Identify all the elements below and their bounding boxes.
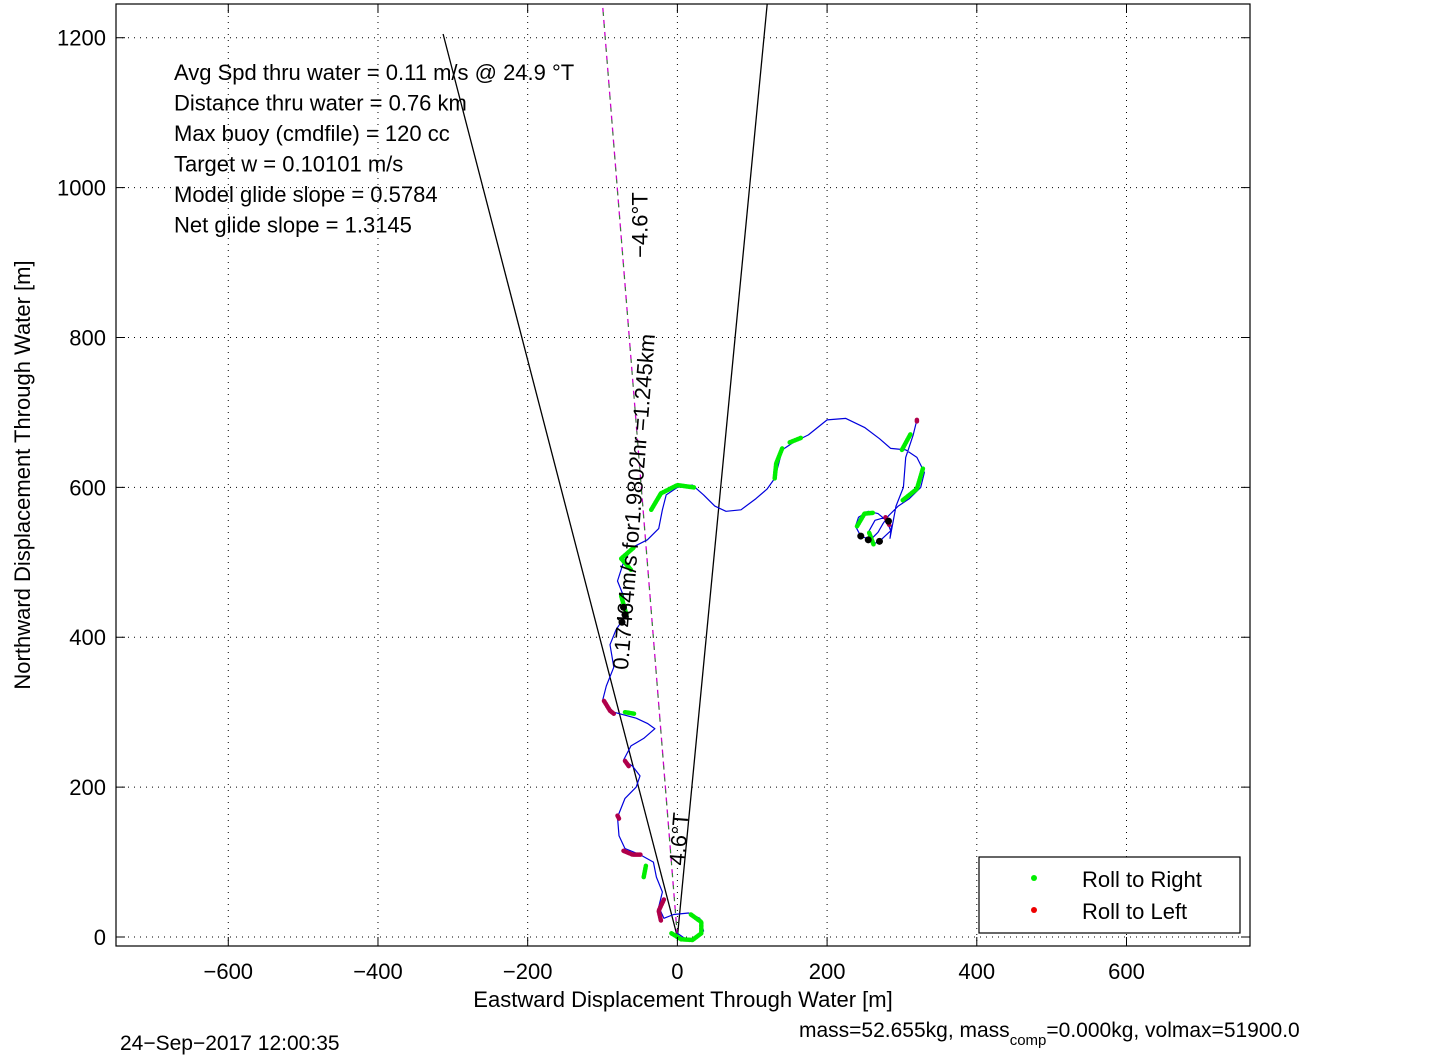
track-line	[601, 417, 926, 940]
target-heading-overlay	[602, 4, 678, 938]
x-tick-label: −600	[203, 959, 253, 984]
black-marker	[618, 618, 626, 626]
x-tick-label: −400	[353, 959, 403, 984]
y-tick-label: 0	[94, 925, 106, 950]
footer-mass-post: =0.000kg, volmax=51900.0	[1046, 1019, 1299, 1042]
y-tick-label: 1000	[57, 176, 106, 201]
roll-right-marks	[622, 709, 637, 716]
roll-right-marks	[641, 863, 649, 880]
roll-right-marks	[854, 510, 876, 529]
heading-cone-left	[442, 33, 679, 938]
roll-left-marks	[601, 698, 617, 716]
footer-mass: mass=52.655kg, masscomp=0.000kg, volmax=…	[799, 1019, 1300, 1049]
glider-track	[601, 417, 926, 940]
x-tick-label: 600	[1108, 959, 1145, 984]
black-marker	[857, 532, 865, 540]
grid-lines	[116, 4, 1250, 946]
reference-lines	[442, 4, 768, 938]
footer-mass-pre: mass=52.655kg, mass	[799, 1019, 1010, 1042]
annotation-line: Avg Spd thru water = 0.11 m/s @ 24.9 °T	[174, 60, 574, 85]
annotation-line: Model glide slope = 0.5784	[174, 182, 438, 207]
roll-right-marks	[669, 912, 704, 943]
annotations: Avg Spd thru water = 0.11 m/s @ 24.9 °T D…	[174, 60, 574, 238]
x-tick-label: 400	[958, 959, 995, 984]
rotated-labels: −4.6°T0.17464m/s for1.9802hr =1.245km4.6…	[608, 192, 693, 866]
black-marker	[875, 537, 883, 545]
y-axis-label: Northward Displacement Through Water [m]	[10, 260, 35, 689]
ticks: −600 −400 −200 0 200 400 600 0 200 400 600 800 1000 1…	[57, 4, 1250, 984]
y-tick-label: 200	[69, 775, 106, 800]
roll-left-marks	[656, 897, 667, 923]
roll-markers	[601, 417, 926, 943]
roll-right-marks	[899, 466, 926, 504]
roll-right-marks	[787, 435, 804, 445]
rotated-label: −4.6°T	[627, 192, 652, 258]
legend-label-roll-left: Roll to Left	[1082, 899, 1187, 924]
x-tick-label: 200	[809, 959, 846, 984]
heading-cone-right	[676, 4, 768, 938]
roll-left-marks	[622, 758, 631, 769]
roll-right-marks	[618, 545, 637, 573]
y-tick-label: 400	[69, 625, 106, 650]
footer-mass-sub: comp	[1010, 1032, 1047, 1049]
black-marker	[884, 517, 892, 525]
annotation-line: Distance thru water = 0.76 km	[174, 91, 467, 116]
legend-box	[978, 856, 1241, 934]
y-tick-label: 1200	[57, 26, 106, 51]
legend-marker-roll-right	[1031, 875, 1037, 881]
axes-box	[115, 3, 1251, 947]
black-marker	[619, 603, 627, 611]
plot-area	[442, 4, 926, 943]
y-tick-label: 800	[69, 325, 106, 350]
legend-marker-roll-left	[1031, 907, 1037, 913]
roll-right-marks	[648, 482, 697, 513]
x-tick-label: 0	[671, 959, 683, 984]
black-marker	[864, 536, 872, 544]
roll-right-marks	[772, 446, 785, 481]
footer-date: 24−Sep−2017 12:00:35	[120, 1032, 340, 1055]
legend-label-roll-right: Roll to Right	[1082, 867, 1202, 892]
y-tick-label: 600	[69, 475, 106, 500]
x-axis-label: Eastward Displacement Through Water [m]	[473, 987, 892, 1012]
rotated-label: 4.6°T	[664, 812, 693, 867]
annotation-line: Max buoy (cmdfile) = 120 cc	[174, 121, 450, 146]
roll-right-marks	[899, 431, 914, 453]
roll-left-marks	[615, 813, 622, 821]
black-marker	[621, 611, 629, 619]
roll-left-marks	[621, 848, 644, 857]
annotation-line: Net glide slope = 1.3145	[174, 213, 412, 238]
legend: Roll to Right Roll to Left	[978, 856, 1241, 934]
x-tick-label: −200	[503, 959, 553, 984]
annotation-line: Target w = 0.10101 m/s	[174, 152, 403, 177]
